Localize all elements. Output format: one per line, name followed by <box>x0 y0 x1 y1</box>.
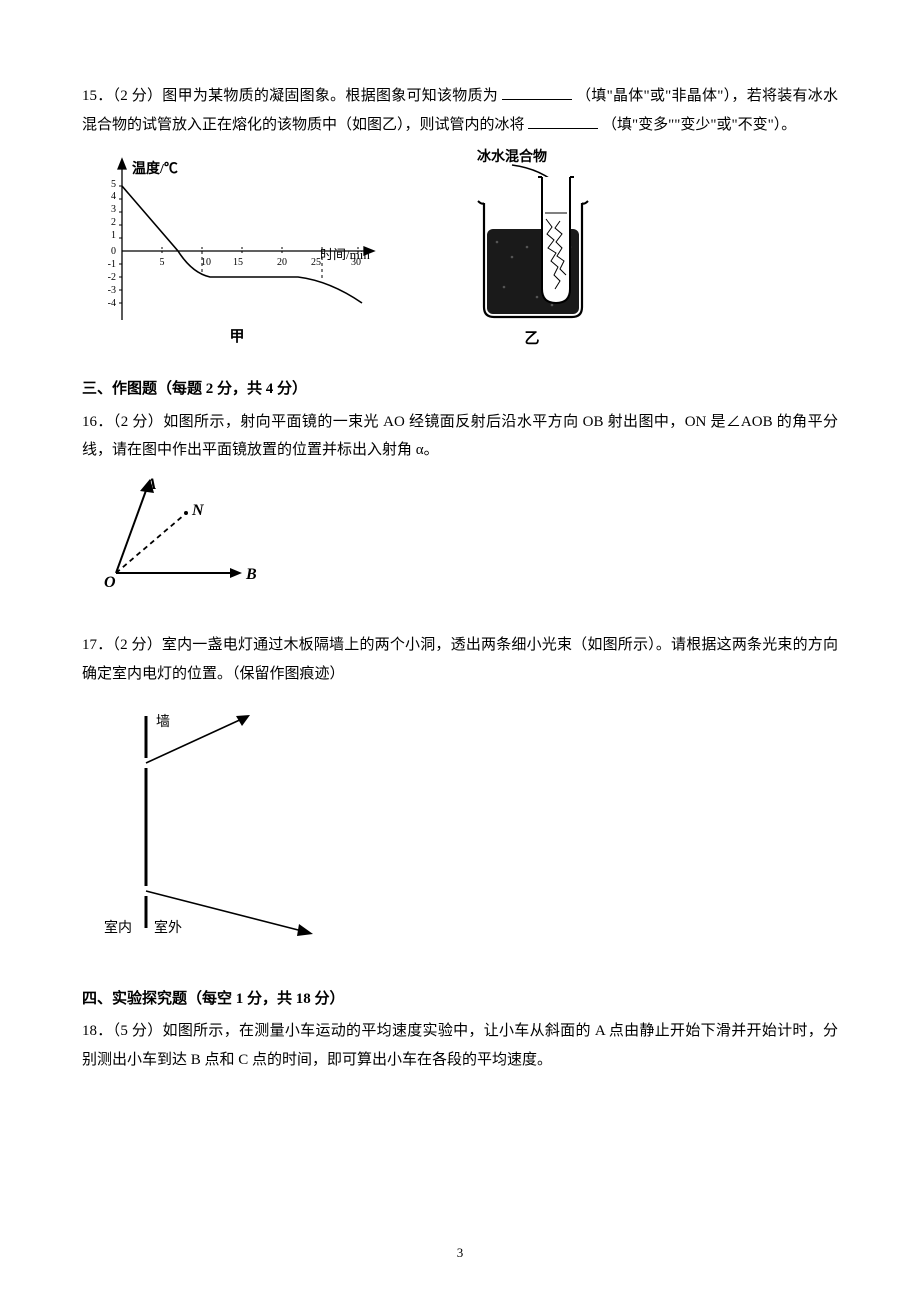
q15-blank-2 <box>528 114 598 129</box>
svg-text:1: 1 <box>111 230 116 241</box>
q18-text: 18．（5 分）如图所示，在测量小车运动的平均速度实验中，让小车从斜面的 A 点… <box>82 1017 838 1074</box>
q15-tail: （填"变多""变少"或"不变"）。 <box>602 117 796 133</box>
section-4-heading: 四、实验探究题（每空 1 分，共 18 分） <box>82 985 838 1014</box>
q17-label-outside: 室外 <box>154 919 182 936</box>
q16-figure-wrap: A N O B <box>86 473 838 604</box>
q15-fig-yi: 冰水混合物 乙 <box>442 147 612 347</box>
q15-cap-yi: 乙 <box>524 331 539 347</box>
svg-text:-4: -4 <box>108 298 116 309</box>
q15-chart-jia: 5 4 3 2 1 0 -1 -2 -3 -4 <box>82 155 382 347</box>
svg-text:4: 4 <box>111 191 116 202</box>
section-3-heading: 三、作图题（每题 2 分，共 4 分） <box>82 375 838 404</box>
q15-blank-1 <box>502 85 572 100</box>
svg-text:-2: -2 <box>108 272 116 283</box>
q15-figures: 5 4 3 2 1 0 -1 -2 -3 -4 <box>82 147 838 347</box>
svg-text:20: 20 <box>277 257 287 268</box>
svg-text:-1: -1 <box>108 259 116 270</box>
q17-figure-wrap: 墙 室内 室外 <box>86 696 838 957</box>
q16-figure: A N O B <box>86 473 266 593</box>
q15-ylabel: 温度/℃ <box>132 160 178 177</box>
q16-label-B: B <box>245 566 257 583</box>
svg-text:3: 3 <box>111 204 116 215</box>
svg-text:5: 5 <box>111 179 116 190</box>
svg-text:2: 2 <box>111 217 116 228</box>
q17-label-inside: 室内 <box>104 919 132 936</box>
q16-label-N: N <box>191 502 205 519</box>
q15-text: 15．（2 分）图甲为某物质的凝固图象。根据图象可知该物质为 （填"晶体"或"非… <box>82 82 838 139</box>
svg-text:5: 5 <box>160 257 165 268</box>
svg-text:0: 0 <box>111 246 116 257</box>
q17-text: 17．（2 分）室内一盏电灯通过木板隔墙上的两个小洞，透出两条细小光束（如图所示… <box>82 631 838 688</box>
q17-figure: 墙 室内 室外 <box>86 696 346 946</box>
q17-label-wall: 墙 <box>156 714 170 730</box>
q16-text: 16．（2 分）如图所示，射向平面镜的一束光 AO 经镜面反射后沿水平方向 OB… <box>82 408 838 465</box>
q15-xlabel: 时间/min <box>320 247 370 262</box>
q16-label-A: A <box>145 476 157 493</box>
svg-text:-3: -3 <box>108 285 116 296</box>
svg-text:15: 15 <box>233 257 243 268</box>
q15-prefix: 15．（2 分）图甲为某物质的凝固图象。根据图象可知该物质为 <box>82 88 502 104</box>
q16-label-O: O <box>104 574 116 591</box>
page-number: 3 <box>0 1241 920 1266</box>
q15-right-label: 冰水混合物 <box>477 148 547 165</box>
q15-cap-jia: 甲 <box>229 328 244 345</box>
